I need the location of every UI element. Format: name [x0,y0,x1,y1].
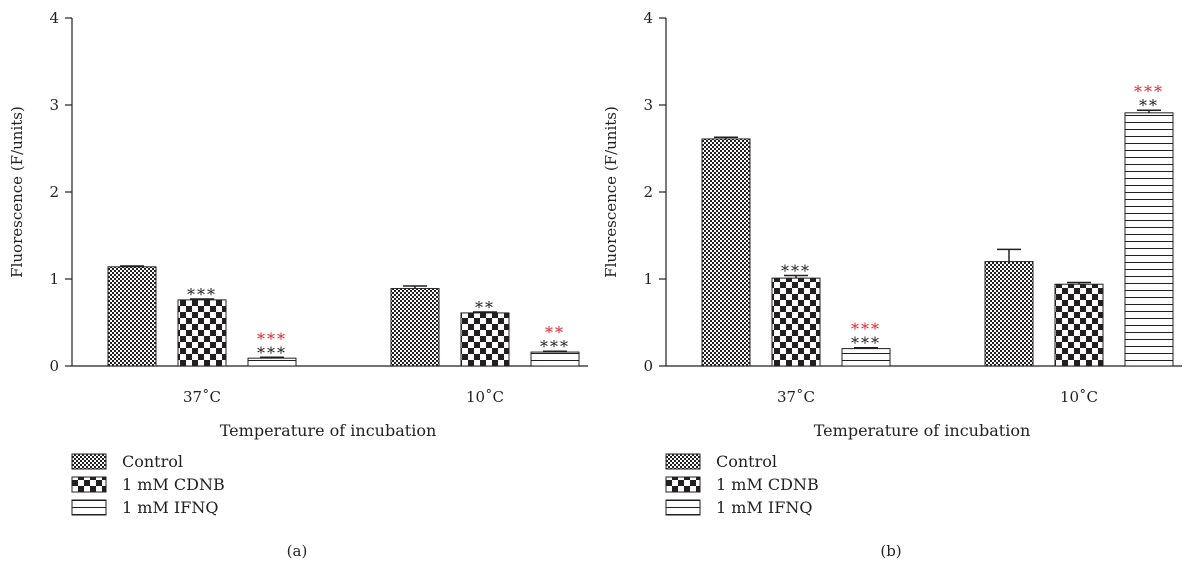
significance-mark: ** [1139,96,1159,115]
legend-swatch [665,476,701,493]
y-axis-label: Fluorescence (F/units) [602,106,620,278]
significance-mark-red: ** [545,323,565,342]
legend-label: 1 mM IFNQ [122,498,218,517]
bar-coarse-check [177,299,227,367]
y-tick-label: 4 [49,9,59,27]
bar-horizontal-lines [1124,112,1174,367]
legend-swatch [665,499,701,516]
x-axis-label: Temperature of incubation [814,421,1031,440]
legend-label: 1 mM CDNB [122,475,225,494]
significance-mark-red: *** [1134,82,1164,101]
panel-label: (a) [287,542,308,560]
significance-mark: *** [851,334,881,353]
legend-swatch [71,499,107,516]
y-tick-label: 4 [643,9,653,27]
y-tick-label: 2 [49,183,59,201]
legend-swatch [71,476,107,493]
chart-panel-b: 0 1 2 3 4 Fluorescence (F/units) *** *** *** 37˚C… [594,0,1188,566]
significance-mark: *** [781,262,811,281]
y-tick-label: 2 [643,183,653,201]
y-tick-label: 3 [643,96,653,114]
x-axis-label: Temperature of incubation [220,421,437,440]
bar-fine-check [984,261,1034,367]
y-tick-label: 3 [49,96,59,114]
significance-mark-red: *** [257,329,287,348]
y-tick-label: 1 [643,270,653,288]
legend-label: 1 mM CDNB [716,475,819,494]
y-tick-label: 0 [49,357,59,375]
x-category-label: 37˚C [183,388,221,406]
legend-swatch [71,453,107,470]
bar-fine-check [390,288,440,367]
y-tick-label: 0 [643,357,653,375]
chart-panel-a: 0 1 2 3 4 Fluorescence (F/units) *** *** *** 37˚C… [0,0,594,566]
legend-swatch [665,453,701,470]
y-tick-label: 1 [49,270,59,288]
significance-mark: *** [187,285,217,304]
bar-coarse-check [771,277,821,367]
legend-label: 1 mM IFNQ [716,498,812,517]
bar-fine-check [107,266,157,367]
y-axis-label: Fluorescence (F/units) [8,106,26,278]
legend-label: Control [716,452,777,471]
x-category-label: 10˚C [1060,388,1098,406]
significance-mark-red: *** [851,320,881,339]
legend-label: Control [122,452,183,471]
bar-fine-check [701,138,751,367]
panel-label: (b) [880,542,901,560]
bar-coarse-check [460,312,510,367]
bar-coarse-check [1054,283,1104,367]
significance-mark: *** [540,337,570,356]
x-category-label: 37˚C [777,388,815,406]
x-category-label: 10˚C [466,388,504,406]
significance-mark: *** [257,343,287,362]
significance-mark: ** [475,298,495,317]
